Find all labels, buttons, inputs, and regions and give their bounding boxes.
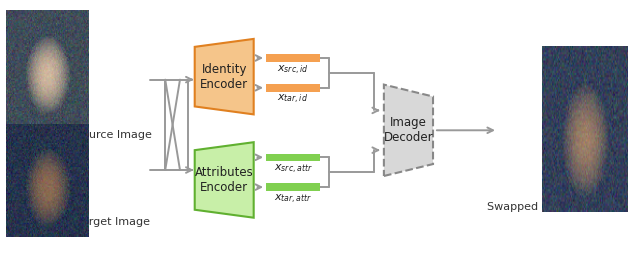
Bar: [266, 54, 320, 62]
Polygon shape: [384, 85, 433, 176]
Text: $x_{src,id}$: $x_{src,id}$: [277, 63, 309, 77]
Text: $x_{tar,attr}$: $x_{tar,attr}$: [274, 193, 312, 206]
Text: Identity
Encoder: Identity Encoder: [200, 63, 249, 91]
Bar: [266, 183, 320, 191]
Text: $x_{src,attr}$: $x_{src,attr}$: [273, 163, 313, 176]
Text: Attributes
Encoder: Attributes Encoder: [195, 166, 254, 194]
Text: $x_{tar,id}$: $x_{tar,id}$: [278, 93, 309, 107]
Polygon shape: [195, 39, 254, 114]
Bar: [266, 154, 320, 161]
Text: Source Image: Source Image: [75, 130, 152, 140]
Text: Target Image: Target Image: [77, 217, 150, 227]
Bar: [266, 84, 320, 92]
Text: Image
Decoder: Image Decoder: [384, 116, 433, 144]
Polygon shape: [195, 142, 254, 218]
Text: Swapped Image: Swapped Image: [488, 202, 577, 212]
